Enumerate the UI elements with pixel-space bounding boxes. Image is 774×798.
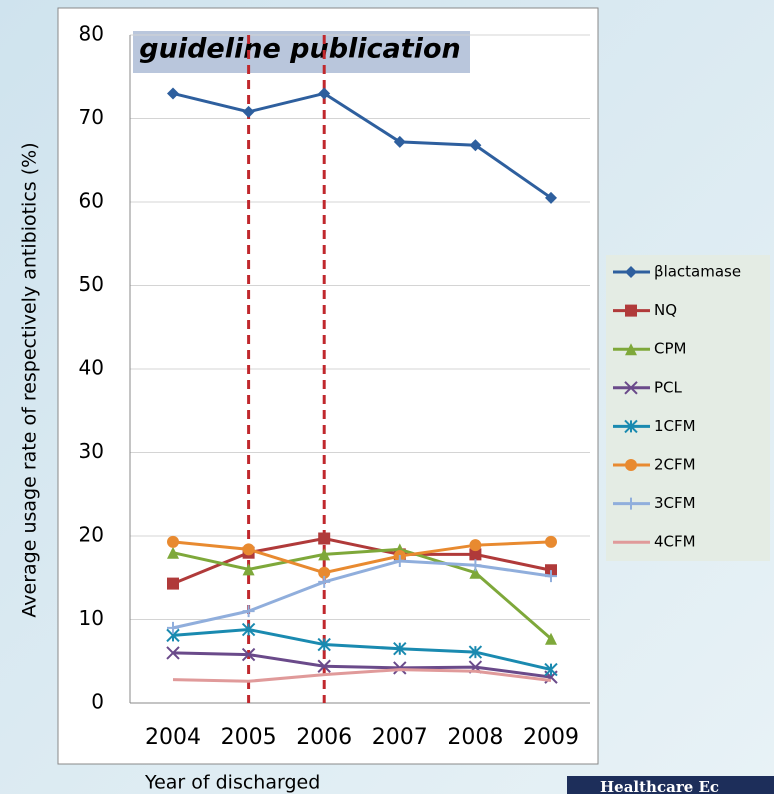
data-point [393, 555, 406, 568]
data-point [167, 621, 179, 634]
x-tick-label: 2009 [523, 725, 579, 750]
plot-frame [57, 7, 599, 765]
y-tick-label: 0 [91, 690, 104, 714]
y-axis-label: Average usage rate of respectively antib… [19, 142, 41, 617]
data-point [469, 548, 482, 561]
series-line [172, 91, 552, 200]
data-point [318, 575, 331, 588]
data-point [167, 577, 179, 590]
y-tick-label: 70 [79, 105, 104, 129]
data-point [241, 622, 256, 637]
legend-box [606, 255, 770, 561]
data-point [317, 659, 331, 673]
legend-marker [625, 343, 637, 356]
data-point [241, 647, 256, 662]
data-point [393, 135, 406, 148]
x-tick-label: 2007 [372, 725, 428, 750]
legend-label: 1CFM [654, 417, 696, 435]
data-point [242, 105, 255, 118]
data-point [317, 637, 331, 652]
y-tick-label: 60 [79, 189, 104, 213]
data-point [545, 570, 557, 583]
data-point [318, 532, 331, 545]
legend-label: βlactamase [654, 263, 741, 281]
footer-logo [567, 776, 774, 794]
data-point [545, 535, 557, 548]
data-point [242, 543, 255, 556]
annotation-box [133, 31, 470, 73]
legend-marker [625, 497, 637, 510]
data-point [469, 539, 482, 552]
y-tick-label: 10 [79, 606, 104, 630]
y-tick-label: 50 [79, 272, 104, 296]
data-point [469, 559, 482, 572]
data-point [318, 548, 331, 561]
series-line [172, 651, 552, 679]
legend-marker [624, 381, 638, 395]
data-point [544, 662, 558, 677]
data-point [167, 546, 179, 559]
series-line [172, 628, 552, 672]
x-tick-label: 2008 [447, 725, 503, 750]
series-line [172, 668, 552, 683]
data-point [318, 87, 331, 100]
data-point [393, 642, 407, 656]
x-tick-label: 2005 [221, 725, 277, 750]
series-line [172, 559, 552, 630]
legend-marker [625, 459, 637, 471]
data-point [242, 563, 255, 576]
data-point [545, 632, 557, 645]
y-tick-label: 40 [79, 356, 104, 380]
legend-label: PCL [654, 378, 683, 396]
legend-label: CPM [654, 340, 686, 358]
data-point [393, 661, 407, 675]
legend-marker [625, 304, 637, 317]
legend-label: 2CFM [654, 456, 696, 474]
y-tick-label: 80 [79, 22, 104, 46]
data-point [469, 139, 482, 152]
data-point [166, 646, 180, 660]
legend-label: NQ [654, 301, 677, 319]
legend-label: 4CFM [654, 533, 696, 551]
series-line [172, 540, 552, 575]
data-point [318, 566, 331, 579]
data-point [545, 191, 557, 204]
data-point [167, 535, 179, 548]
data-point [167, 87, 179, 100]
legend-label: 3CFM [654, 494, 696, 512]
y-tick-label: 30 [79, 439, 104, 463]
x-tick-label: 2004 [145, 725, 201, 750]
legend-marker [624, 419, 638, 434]
legend-marker [625, 266, 637, 278]
series-line [172, 536, 552, 585]
data-point [242, 605, 255, 618]
annotation: guideline publication [139, 34, 460, 65]
x-axis-label: Year of discharged [144, 772, 320, 794]
y-tick-label: 20 [79, 523, 104, 547]
data-point [468, 645, 483, 659]
x-tick-label: 2006 [296, 725, 352, 750]
data-point [469, 566, 482, 579]
series-line [172, 547, 552, 640]
footer: Healthcare Ec [600, 778, 719, 794]
